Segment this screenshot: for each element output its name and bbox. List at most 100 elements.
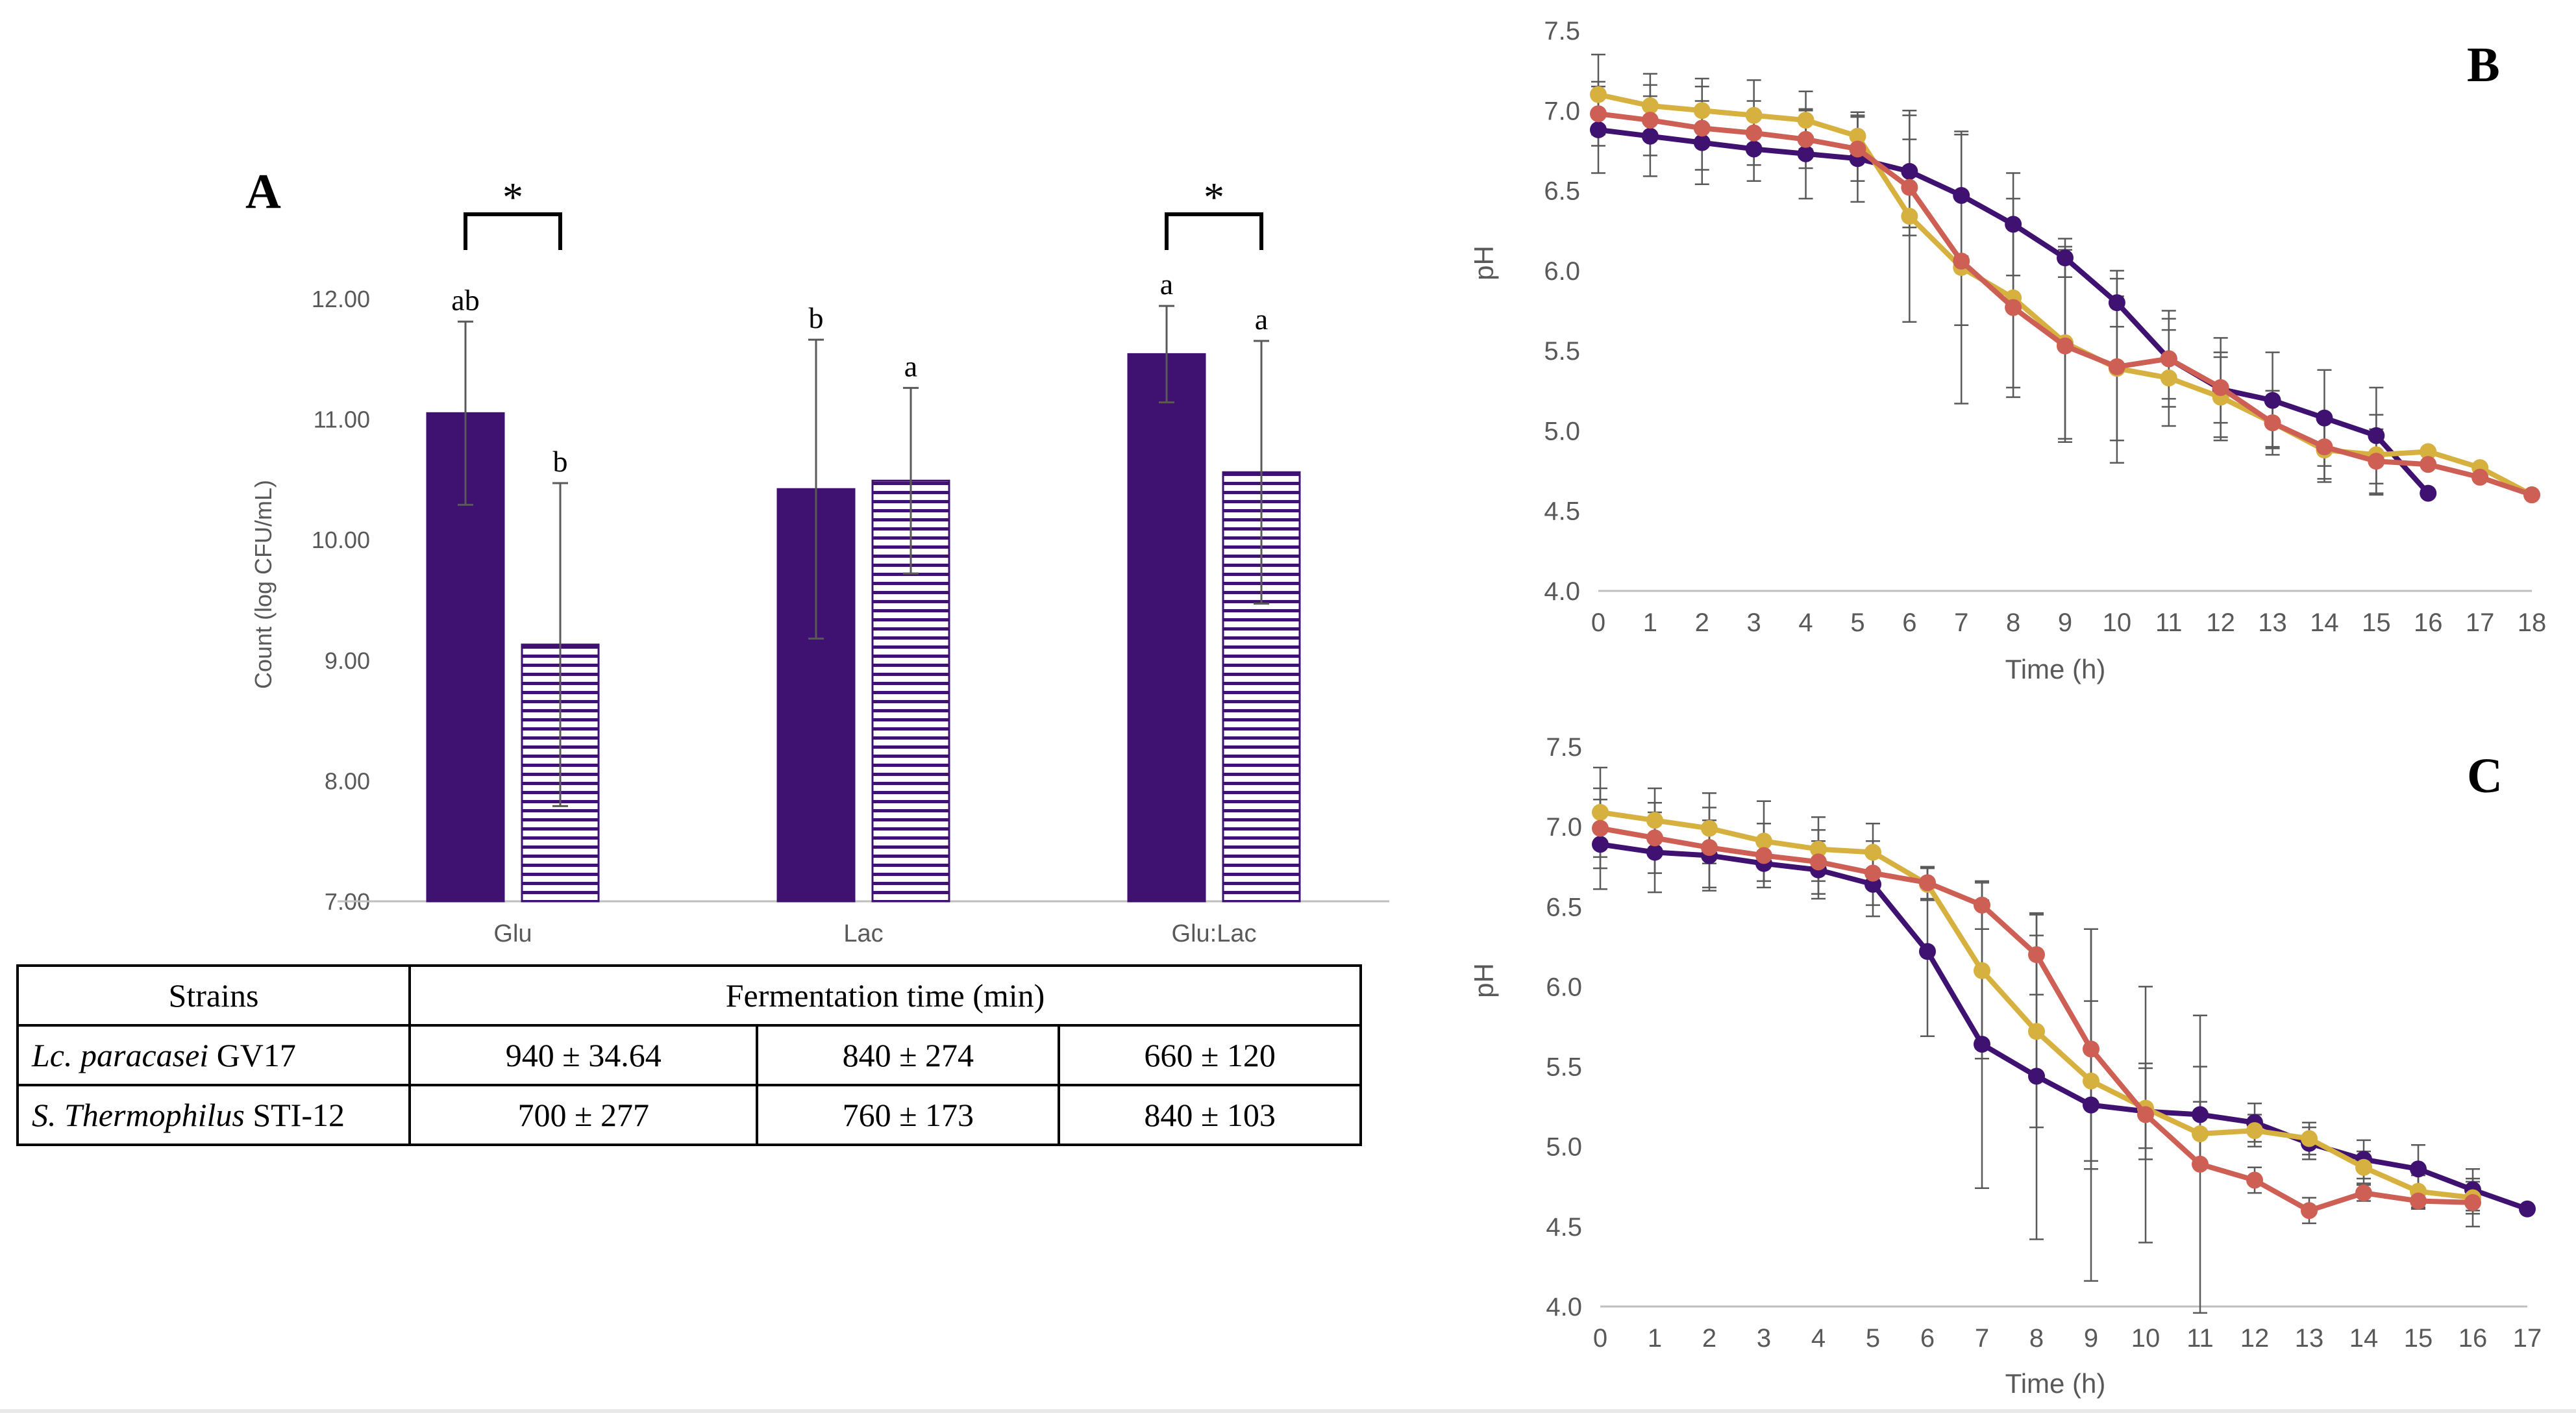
panel-a-bar [1127,353,1206,903]
panel-a-significance-letter: a [904,349,917,382]
panel-c-x-tick-label: 16 [2458,1324,2488,1353]
panel-c-x-tick-label: 10 [2131,1324,2161,1353]
panel-b-x-tick-label: 18 [2518,608,2547,637]
table-row: Lc. paracasei GV17 940 ± 34.64 840 ± 274… [16,1024,1362,1086]
table-cell-value: 700 ± 277 [408,1084,759,1146]
panel-b-x-tick-label: 4 [1798,608,1813,637]
panel-b-data-point [1953,186,1970,204]
panel-b-data-point [2523,486,2540,504]
panel-b-data-point [1641,127,1659,145]
panel-c-data-point [2083,1040,2099,1058]
table-row: S. Thermophilus STI-12 700 ± 277 760 ± 1… [16,1084,1362,1146]
panel-b-data-point [2420,484,2437,502]
panel-a-bar-chart: A Count (log CFU/mL) 7.008.009.0010.0011… [245,164,1389,947]
panel-b-data-point [1901,179,1918,196]
panel-c-x-tick-label: 15 [2404,1324,2433,1353]
panel-a-x-tick-label: Glu [493,920,532,947]
panel-b-x-tick-label: 1 [1643,608,1657,637]
panel-c-series-line [1600,842,2529,1212]
panel-a-letters: ab b b a a a [451,268,1268,478]
panel-a-y-tick-label: 12.00 [312,286,370,312]
panel-c-data-point [1592,836,1609,853]
table-cell-value: 660 ± 120 [1058,1024,1362,1086]
panel-c-x-tick-label: 14 [2349,1324,2379,1353]
panel-c-y-tick-label: 5.0 [1546,1133,1582,1162]
panel-c-data-point [2192,1125,2209,1143]
panel-c-x-axis-label: Time (h) [2005,1368,2106,1399]
panel-c-y-tick-label: 7.5 [1546,733,1582,762]
strain-species: Lc. paracasei [32,1037,209,1073]
panel-c-data-point [1810,840,1827,858]
panel-c-data-point [2246,1122,2263,1140]
panel-c-x-tick-label: 17 [2513,1324,2542,1353]
panel-c-x-tick-label: 12 [2240,1324,2270,1353]
panel-c-data-point [2355,1184,2372,1202]
panel-b-y-tick-label: 6.0 [1544,257,1580,286]
panel-c-y-tick-label: 4.0 [1546,1293,1582,1321]
panel-a-significance-star: * [1204,174,1224,220]
panel-c-x-tick-label: 3 [1757,1324,1771,1353]
panel-b-data-point [2420,443,2437,460]
panel-c-data-point [1864,844,1881,861]
panel-a-significance-letter: a [1255,303,1268,336]
panel-a-y-tick-label: 11.00 [314,406,370,433]
panel-a-label: A [245,164,281,219]
panel-b-y-tick-label: 5.0 [1544,417,1580,445]
panel-b-data-point [1745,124,1763,142]
panel-a-significance: * * [464,174,1263,250]
panel-c-data-point [2519,1200,2536,1218]
panel-c-data-point [1646,844,1663,861]
panel-b-data-point [2420,456,2437,473]
panel-b-x-tick-label: 8 [2006,608,2020,637]
panel-a-significance-letter: a [1160,268,1173,301]
panel-b-data-point [1901,162,1918,180]
panel-b-y-tick-label: 4.0 [1544,577,1580,606]
panel-a-significance-bracket [1165,212,1263,250]
panel-c-data-point [2028,946,2045,964]
panel-a-bars [426,353,1301,903]
table-cell-value: 840 ± 103 [1058,1084,1362,1146]
panel-b-data-point [2005,299,2022,316]
panel-b-data-point [1641,112,1659,129]
panel-b-data-point [2316,409,2333,427]
panel-c-x-tick-label: 0 [1593,1324,1607,1353]
panel-c-y-axis-label: pH [1468,963,1499,998]
panel-b-data-point [1590,86,1607,103]
panel-a-y-tick-label: 9.00 [325,647,370,674]
panel-c-x-tick-label: 7 [1975,1324,1989,1353]
panel-c-data-point [1755,847,1772,864]
panel-b-y-tick-label: 7.5 [1544,17,1580,45]
strain-code: GV17 [208,1037,296,1073]
panel-c-data-point [1864,864,1881,882]
table-cell-strain: Lc. paracasei GV17 [16,1024,411,1086]
panel-b-x-tick-label: 13 [2258,608,2287,637]
panel-a-significance-star: * [502,174,523,220]
panel-b-x-axis-label: Time (h) [2005,654,2106,684]
panel-c-data-point [2028,1068,2045,1085]
panel-b-plot: 4.04.55.05.56.06.57.07.50 1 2 3 4 5 6 7 8 9 10 11 12… [1544,17,2546,637]
panel-c-data-point [1974,1036,1990,1053]
panel-c-x-tick-label: 6 [1920,1324,1935,1353]
panel-b-x-tick-label: 0 [1591,608,1605,637]
panel-b-data-point [2057,337,2074,355]
panel-b-data-point [1641,97,1659,114]
panel-c-data-point [2301,1130,2318,1147]
panel-a-x-tick-label: Glu:Lac [1172,920,1257,947]
panel-c-line-chart: C pH Time (h) 4.0 4.5 5.0 5.5 6.0 6.5 7.0 7.5 0 1… [1468,733,2542,1399]
panel-b-data-point [2005,216,2022,233]
panel-c-data-point [2301,1202,2318,1219]
panel-c-data-point [1974,896,1990,914]
panel-b-data-point [1745,140,1763,158]
panel-b-data-point [1693,102,1711,119]
panel-b-x-tick-label: 2 [1695,608,1709,637]
panel-a-significance-letter: b [809,301,824,334]
panel-a-significance-letter: ab [451,283,479,316]
panel-c-plot: 4.04.55.05.56.06.57.07.50 1 2 3 4 5 6 7 8 9 10 11 12… [1546,733,2542,1353]
panel-b-data-point [1797,112,1814,129]
panel-c-data-point [1974,962,1990,979]
panel-b-data-point [2212,379,2229,396]
panel-a-significance-letter: b [553,445,568,478]
table-header-row: Strains Fermentation time (min) [16,964,1362,1027]
